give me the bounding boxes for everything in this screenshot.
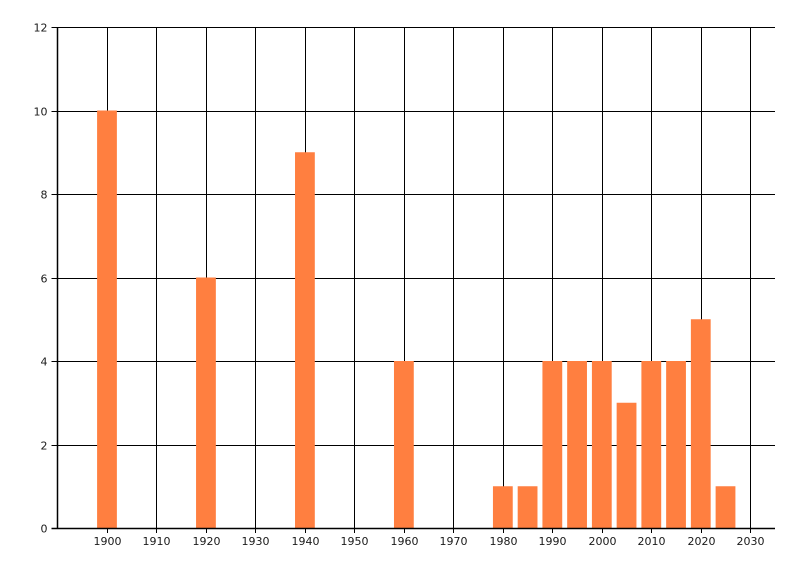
x-tick-label: 1940 — [292, 535, 320, 548]
bar-1990 — [542, 361, 563, 528]
bar-1980 — [492, 486, 513, 528]
bar-1900 — [97, 110, 117, 528]
x-tick-label: 1920 — [193, 535, 221, 548]
y-tick-label: 4 — [41, 356, 48, 369]
x-tick-label: 2000 — [589, 535, 617, 548]
x-tick-label: 1970 — [440, 535, 468, 548]
x-tick-label: 1930 — [242, 535, 270, 548]
bar-2025 — [715, 486, 736, 528]
y-tick-label: 0 — [41, 523, 48, 536]
y-tick-label: 6 — [41, 273, 48, 286]
y-tick-label: 2 — [41, 440, 48, 453]
x-tick-label: 1980 — [490, 535, 518, 548]
bar-1920 — [196, 277, 216, 528]
y-tick-label: 12 — [34, 22, 48, 35]
y-tick-label: 8 — [41, 189, 48, 202]
bar-1960 — [393, 361, 414, 528]
x-tick-label: 2010 — [638, 535, 666, 548]
x-tick-label: 2030 — [737, 535, 765, 548]
bar-1995 — [567, 361, 587, 528]
bar-2005 — [616, 402, 637, 528]
y-tick-label: 10 — [34, 106, 48, 119]
bar-2000 — [591, 361, 612, 528]
x-tick-label: 1960 — [391, 535, 419, 548]
bar-1985 — [517, 486, 538, 528]
bar-2020 — [690, 319, 711, 528]
bar-2010 — [641, 361, 662, 528]
x-tick-label: 2020 — [688, 535, 716, 548]
bar-2015 — [666, 361, 686, 528]
x-tick-label: 1990 — [539, 535, 567, 548]
x-tick-label: 1950 — [341, 535, 369, 548]
x-tick-label: 1910 — [143, 535, 171, 548]
bar-1940 — [295, 152, 315, 528]
x-tick-label: 1900 — [94, 535, 122, 548]
